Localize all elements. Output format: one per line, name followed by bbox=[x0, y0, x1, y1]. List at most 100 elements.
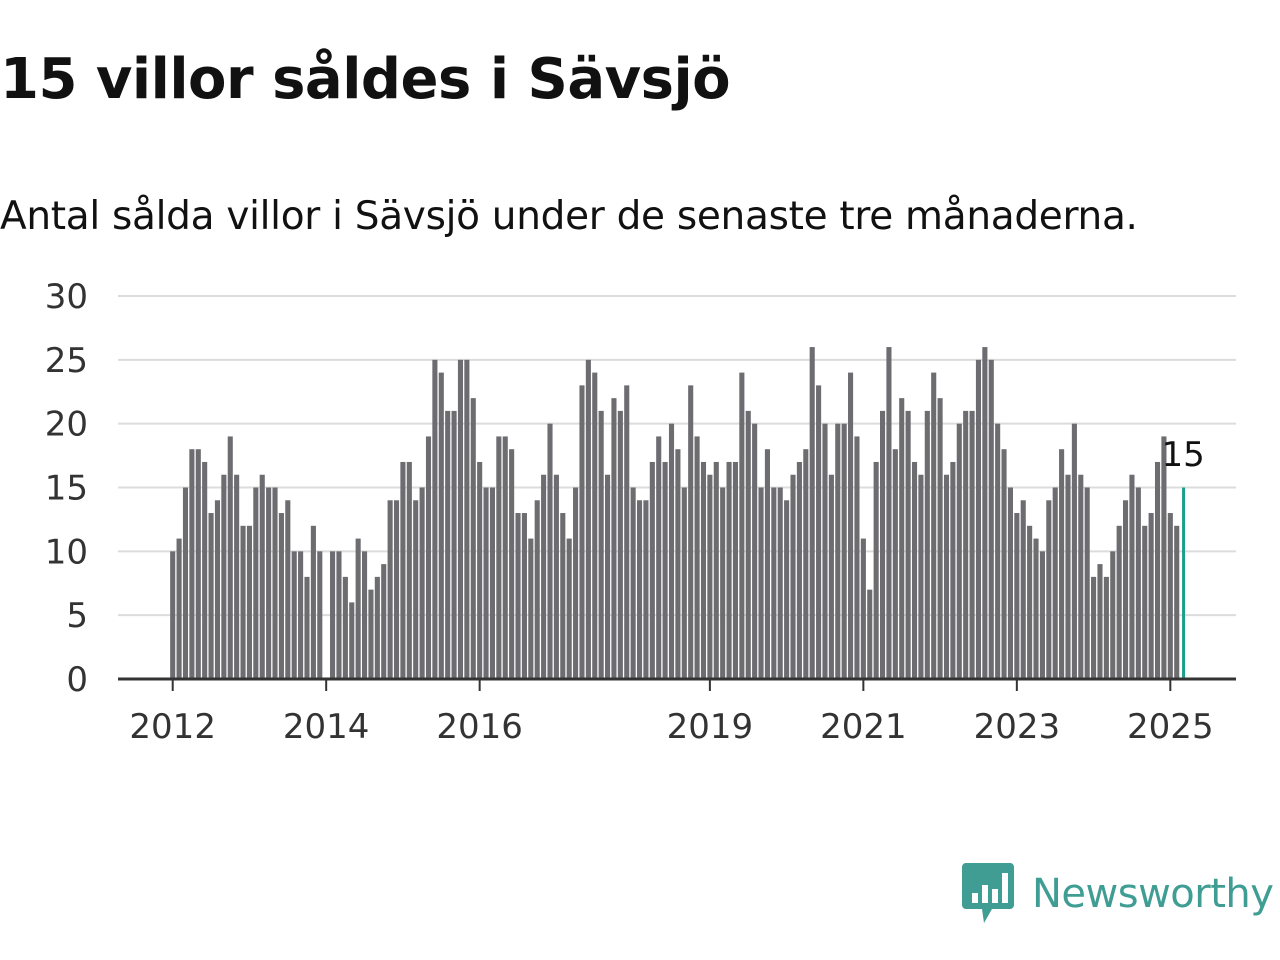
bar bbox=[879, 410, 886, 679]
bar bbox=[611, 398, 617, 679]
bar bbox=[291, 551, 297, 679]
bar bbox=[905, 410, 911, 679]
bar bbox=[969, 410, 975, 679]
bar bbox=[605, 474, 611, 679]
bar bbox=[764, 449, 770, 679]
bar bbox=[873, 461, 879, 679]
bar bbox=[700, 461, 707, 679]
bar bbox=[732, 461, 739, 679]
bar bbox=[1052, 487, 1058, 679]
bar bbox=[496, 436, 502, 679]
y-tick-label: 20 bbox=[45, 405, 88, 445]
bar bbox=[1167, 513, 1173, 679]
bar bbox=[816, 385, 822, 679]
x-tick-label: 2019 bbox=[667, 707, 754, 747]
bar bbox=[381, 564, 387, 679]
bar bbox=[662, 461, 668, 679]
x-axis bbox=[118, 677, 1236, 691]
bar bbox=[931, 372, 937, 679]
bar bbox=[189, 449, 195, 679]
bar bbox=[202, 461, 208, 679]
bar bbox=[784, 500, 790, 679]
bar bbox=[624, 385, 630, 679]
bar bbox=[234, 474, 240, 679]
x-tick-label: 2014 bbox=[283, 707, 370, 747]
x-tick-label: 2023 bbox=[974, 707, 1061, 747]
highlight-value-label: 15 bbox=[1161, 435, 1204, 475]
y-tick-label: 5 bbox=[66, 596, 88, 636]
bar bbox=[1135, 487, 1141, 679]
bar bbox=[803, 449, 809, 679]
bar bbox=[208, 513, 214, 679]
bar bbox=[1071, 423, 1077, 679]
bar bbox=[349, 602, 355, 679]
bar bbox=[330, 551, 336, 679]
bar bbox=[489, 487, 495, 679]
bar bbox=[547, 423, 553, 679]
bar bbox=[470, 398, 476, 679]
bar bbox=[1059, 449, 1065, 679]
x-tick-label: 2025 bbox=[1127, 707, 1214, 747]
bar bbox=[1174, 525, 1180, 679]
bar bbox=[745, 410, 751, 679]
bar bbox=[643, 500, 649, 679]
bar bbox=[720, 487, 726, 679]
bar bbox=[266, 487, 272, 679]
bar bbox=[419, 487, 425, 679]
bar bbox=[1161, 436, 1167, 679]
bar bbox=[1039, 551, 1045, 679]
bar bbox=[777, 487, 783, 679]
bar bbox=[534, 500, 540, 679]
bar bbox=[483, 487, 489, 679]
bar bbox=[304, 576, 310, 679]
y-tick-label: 10 bbox=[45, 532, 88, 572]
y-tick-label: 30 bbox=[45, 277, 88, 317]
bar bbox=[860, 538, 866, 679]
bar bbox=[713, 461, 719, 679]
bar bbox=[1078, 474, 1084, 679]
bar bbox=[438, 372, 444, 679]
bar bbox=[477, 461, 483, 679]
bar bbox=[1014, 513, 1020, 679]
bar bbox=[1091, 576, 1097, 679]
bar bbox=[182, 487, 189, 679]
bar bbox=[988, 359, 994, 679]
bar bbox=[374, 576, 380, 679]
page-subtitle: Antal sålda villor i Sävsjö under de sen… bbox=[0, 194, 1138, 239]
bar bbox=[310, 525, 316, 679]
bar bbox=[841, 423, 847, 679]
bar bbox=[579, 385, 585, 679]
bar bbox=[752, 423, 758, 679]
bar bbox=[336, 551, 342, 679]
bar bbox=[924, 410, 930, 679]
bar bbox=[528, 538, 534, 679]
bar bbox=[809, 347, 815, 679]
bar bbox=[432, 359, 438, 679]
bar bbox=[726, 461, 732, 679]
bar bbox=[362, 551, 368, 679]
bar bbox=[1007, 487, 1013, 679]
y-axis-tick-labels: 0 5 10 15 20 25 30 bbox=[45, 277, 88, 700]
bar bbox=[739, 372, 745, 679]
bar bbox=[515, 513, 521, 679]
bar bbox=[278, 513, 284, 679]
bar bbox=[425, 436, 432, 679]
bar bbox=[509, 449, 515, 679]
bar bbox=[1020, 500, 1026, 679]
newsworthy-bar-chart-icon bbox=[962, 863, 1014, 923]
bar bbox=[854, 436, 860, 679]
bar bbox=[918, 474, 924, 679]
x-tick-label: 2012 bbox=[129, 707, 216, 747]
x-tick-label: 2021 bbox=[820, 707, 907, 747]
bar bbox=[937, 398, 943, 679]
bar bbox=[892, 449, 898, 679]
bar bbox=[758, 487, 764, 679]
bar bbox=[1154, 461, 1161, 679]
bar bbox=[995, 423, 1001, 679]
bar bbox=[227, 436, 233, 679]
highlighted-bar bbox=[1182, 487, 1186, 679]
bar bbox=[975, 359, 982, 679]
bar bbox=[566, 538, 572, 679]
